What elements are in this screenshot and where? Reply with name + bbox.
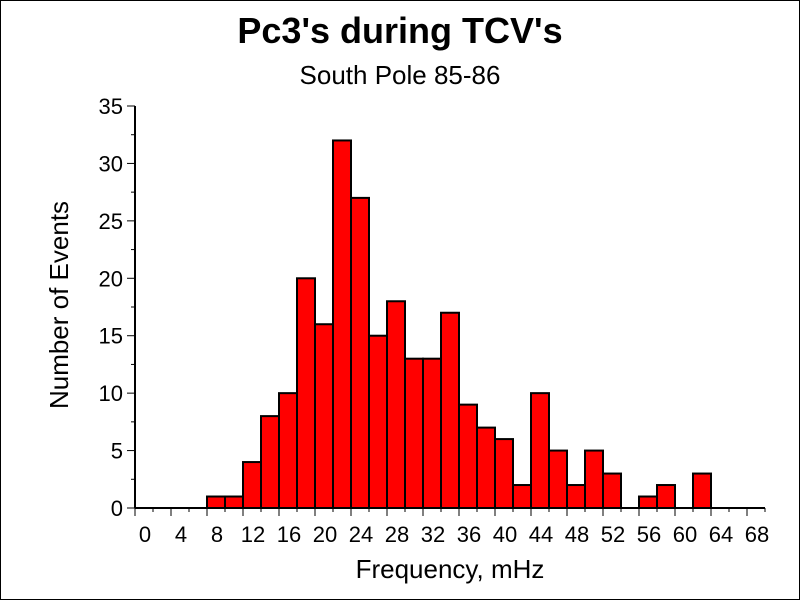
x-tick-label: 44 bbox=[529, 522, 553, 547]
histogram-bar bbox=[296, 277, 316, 509]
histogram-bar bbox=[692, 472, 712, 509]
y-tick-label: 20 bbox=[99, 266, 123, 291]
histogram-bar bbox=[260, 415, 280, 509]
histogram-bar bbox=[404, 357, 424, 509]
y-tick-label: 35 bbox=[99, 94, 123, 119]
x-tick-label: 28 bbox=[385, 522, 409, 547]
histogram-bar bbox=[476, 426, 496, 510]
x-tick-label: 4 bbox=[175, 522, 187, 547]
histogram-bar bbox=[530, 392, 550, 509]
x-tick-label: 24 bbox=[349, 522, 373, 547]
histogram-bar bbox=[512, 484, 532, 509]
x-tick-label: 20 bbox=[313, 522, 337, 547]
histogram-bar bbox=[224, 495, 244, 509]
histogram-bar bbox=[332, 139, 352, 509]
histogram-bar bbox=[422, 357, 442, 509]
y-ticks-group: 0 5 10 15 20 25 30 35 bbox=[99, 94, 135, 521]
histogram-bar bbox=[638, 495, 658, 509]
histogram-bar bbox=[584, 449, 604, 510]
histogram-bar bbox=[548, 449, 568, 510]
x-tick-label: 36 bbox=[457, 522, 481, 547]
y-tick-label: 10 bbox=[99, 381, 123, 406]
y-tick-label: 5 bbox=[111, 439, 123, 464]
x-tick-label: 0 bbox=[139, 522, 151, 547]
x-tick-label: 68 bbox=[745, 522, 769, 547]
histogram-bar bbox=[458, 403, 478, 509]
x-tick-label: 52 bbox=[601, 522, 625, 547]
histogram-bar bbox=[368, 334, 388, 510]
x-tick-label: 40 bbox=[493, 522, 517, 547]
x-tick-label: 60 bbox=[673, 522, 697, 547]
histogram-bar bbox=[602, 472, 622, 509]
histogram-bar bbox=[350, 196, 370, 509]
x-axis-label: Frequency, mHz bbox=[356, 554, 545, 584]
x-ticks-group: 0 4 8 12 16 20 24 28 32 36 40 44 48 52 56 60 64 68 bbox=[134, 508, 769, 547]
y-tick-label: 30 bbox=[99, 151, 123, 176]
x-tick-label: 56 bbox=[637, 522, 661, 547]
histogram-bar bbox=[206, 495, 226, 509]
histogram-bar bbox=[656, 484, 676, 509]
y-axis-label: Number of Events bbox=[44, 201, 74, 409]
histogram-bar bbox=[242, 461, 262, 509]
bars-group bbox=[206, 139, 712, 510]
chart-title: Pc3's during TCV's bbox=[237, 10, 563, 51]
x-tick-label: 32 bbox=[421, 522, 445, 547]
y-tick-label: 25 bbox=[99, 209, 123, 234]
histogram-bar bbox=[278, 392, 298, 509]
histogram-bar bbox=[494, 438, 514, 510]
x-tick-label: 12 bbox=[241, 522, 265, 547]
histogram-bar bbox=[440, 311, 460, 509]
x-tick-label: 48 bbox=[565, 522, 589, 547]
chart-subtitle: South Pole 85-86 bbox=[299, 60, 501, 90]
x-tick-label: 64 bbox=[709, 522, 733, 547]
histogram-bar bbox=[386, 300, 406, 509]
y-tick-label: 0 bbox=[111, 496, 123, 521]
x-tick-label: 16 bbox=[277, 522, 301, 547]
y-tick-label: 15 bbox=[99, 324, 123, 349]
x-tick-label: 8 bbox=[211, 522, 223, 547]
histogram-bar bbox=[566, 484, 586, 509]
histogram-bar bbox=[314, 323, 334, 509]
